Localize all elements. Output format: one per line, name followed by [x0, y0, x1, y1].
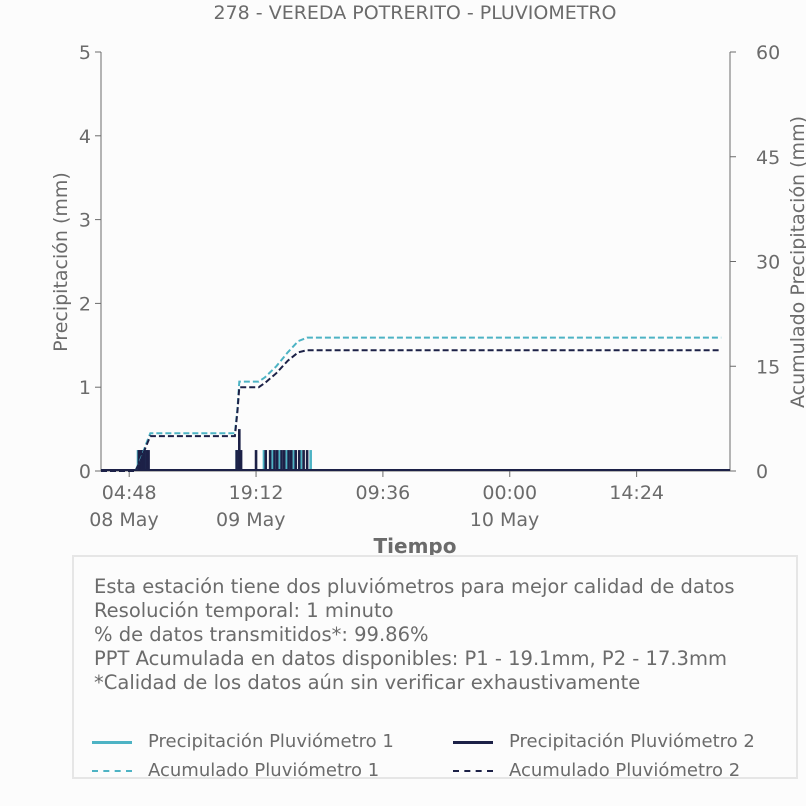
y-axis-left-label: Precipitación (mm)	[50, 172, 72, 352]
x-tick-date-label: 10 May	[470, 509, 540, 531]
info-line-two-gauges: Esta estación tiene dos pluviómetros par…	[94, 575, 735, 598]
precipitation-bar	[147, 450, 150, 471]
legend-swatch-a2	[453, 770, 493, 772]
precipitation-bar	[238, 429, 241, 471]
legend-swatch-a1	[92, 770, 132, 772]
accumulated-line	[101, 349, 722, 472]
precipitation-bar	[271, 450, 275, 471]
x-tick-time-label: 19:12	[229, 482, 284, 504]
precipitation-bar	[262, 450, 266, 471]
precipitation-bar	[275, 450, 279, 471]
y-right-tick-label: 15	[756, 356, 780, 378]
y-right-tick-label: 0	[756, 461, 768, 483]
precipitation-bar	[268, 450, 272, 471]
x-tick-time-label: 09:36	[356, 482, 411, 504]
y-left-tick-label: 5	[79, 42, 91, 64]
legend-swatch-p1	[92, 741, 132, 744]
chart-title: 278 - VEREDA POTRERITO - PLUVIOMETRO	[213, 2, 617, 24]
y-right-tick-label: 60	[756, 42, 780, 64]
x-tick-time-label: 00:00	[482, 482, 537, 504]
precipitation-bar	[235, 450, 238, 471]
y-left-tick-label: 4	[79, 126, 91, 148]
precipitation-bar	[294, 450, 297, 471]
precipitation-bar	[287, 450, 290, 471]
precipitation-bar	[254, 450, 258, 471]
info-line-accumulated: PPT Acumulada en datos disponibles: P1 -…	[94, 647, 727, 670]
precipitation-bar	[285, 450, 289, 471]
x-tick-time-label: 04:48	[102, 482, 157, 504]
accumulated-lines	[101, 336, 722, 472]
precipitation-bar	[309, 450, 312, 471]
precipitation-bar	[142, 450, 146, 471]
legend-label-p2: Precipitación Pluviómetro 2	[509, 731, 755, 752]
precipitation-bar	[145, 450, 149, 471]
accumulated-line	[101, 336, 722, 472]
info-box: Esta estación tiene dos pluviómetros par…	[72, 555, 798, 781]
axes	[95, 51, 736, 477]
x-axis-label: Tiempo	[374, 534, 457, 558]
y-left-tick-label: 3	[79, 210, 91, 232]
precipitation-bar	[278, 450, 282, 471]
precipitation-bar	[305, 450, 309, 471]
precipitation-bar	[299, 450, 303, 471]
y-left-tick-label: 2	[79, 293, 91, 315]
precipitation-bar	[292, 450, 296, 471]
legend-label-a1: Acumulado Pluviómetro 1	[148, 760, 380, 781]
legend-label-p1: Precipitación Pluviómetro 1	[148, 731, 394, 752]
info-line-transmitted: % de datos transmitidos*: 99.86%	[94, 623, 429, 646]
x-tick-date-label: 09 May	[216, 509, 285, 531]
precipitation-bar	[297, 450, 301, 471]
precipitation-bar	[264, 450, 268, 471]
precipitation-bar	[280, 450, 283, 471]
y-right-tick-label: 30	[756, 252, 780, 274]
y-left-tick-label: 0	[79, 461, 91, 483]
x-tick-date-label: 08 May	[89, 509, 159, 531]
legend-label-a2: Acumulado Pluviómetro 2	[509, 760, 741, 781]
y-left-tick-label: 1	[79, 377, 91, 399]
info-line-resolution: Resolución temporal: 1 minuto	[94, 599, 394, 622]
precipitation-bar	[273, 450, 276, 471]
precipitation-bar	[282, 450, 286, 471]
legend-swatch-p2	[453, 741, 493, 744]
x-tick-time-label: 14:24	[609, 482, 664, 504]
precipitation-bar	[239, 450, 243, 471]
info-line-quality: *Calidad de los datos aún sin verificar …	[94, 671, 641, 694]
precipitation-bar	[289, 450, 293, 471]
y-right-tick-label: 45	[756, 147, 780, 169]
y-axis-right-label: Acumulado Precipitación (mm)	[787, 116, 806, 408]
precipitation-bar	[302, 450, 305, 471]
